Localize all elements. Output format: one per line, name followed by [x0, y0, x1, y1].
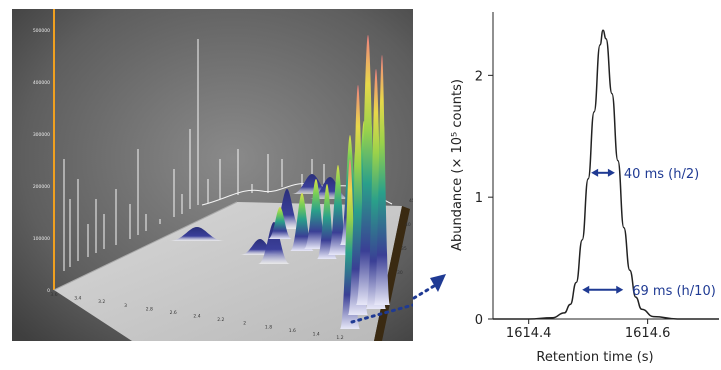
x-axis-ticks: 3.6 3.4 3.2 3 2.8 2.6 2.4 2.2 2 1.8 1.6 1.4 1.2 — [50, 292, 343, 341]
x-axis-label: Retention time (s) — [536, 350, 653, 365]
width-annotation: 69 ms (h/10) — [582, 284, 716, 299]
x-tick-label: 2 — [243, 321, 246, 327]
x-tick-label: 3.6 — [50, 292, 57, 298]
width-annotation: 40 ms (h/2) — [591, 167, 699, 182]
y-tick-label: 300000 — [33, 132, 50, 138]
surface-peak — [169, 227, 225, 241]
white-baseline-curve — [201, 183, 393, 206]
x-tick-label: 3.2 — [98, 299, 105, 305]
y-axis-label: Abundance (× 10⁵ counts) — [450, 79, 465, 251]
floor-left-edge — [53, 201, 238, 291]
y-tick-label: 500000 — [33, 28, 50, 34]
x-tick-label: 2.6 — [170, 310, 177, 316]
z-tick-label: 45 — [409, 198, 413, 204]
colored-peaks — [169, 35, 390, 329]
x-tick-label: 1.4 — [313, 331, 320, 337]
z-tick-label: 30 — [397, 270, 403, 276]
annotation-label: 69 ms (h/10) — [632, 284, 716, 299]
y-tick-label: 100000 — [33, 236, 50, 242]
y-tick-label: 400000 — [33, 80, 50, 86]
z-tick-label: 40 — [405, 222, 411, 228]
arrow-left-head — [591, 168, 599, 177]
annotation-label: 40 ms (h/2) — [624, 167, 699, 182]
surface-peak — [258, 222, 290, 264]
y-axis-ticks: 0 100000 200000 300000 400000 500000 — [33, 28, 50, 294]
y-tick-label: 0 — [47, 288, 50, 294]
series-line-abundance — [492, 29, 719, 320]
x-tick-label: 1614.6 — [625, 326, 671, 341]
y-tick-label: 2 — [475, 69, 483, 84]
y-tick-label: 1 — [475, 191, 483, 206]
x-tick-label: 1.2 — [336, 335, 343, 341]
y-tick-label: 200000 — [33, 184, 50, 190]
x-tick-label: 2.4 — [193, 314, 200, 320]
x-tick-label: 3.4 — [74, 296, 81, 302]
x-tick-label: 1.8 — [265, 324, 272, 330]
z-axis-ticks: 30 35 40 45 — [397, 198, 413, 276]
connector-arrow — [412, 274, 446, 300]
arrow-right-head — [607, 168, 615, 177]
x-tick-label: 2.8 — [146, 306, 153, 312]
x-tick-label: 3 — [124, 303, 127, 309]
y-tick-label: 0 — [475, 313, 483, 328]
arrow-left-head — [582, 285, 590, 294]
surface-peak — [290, 193, 314, 251]
x-tick-label: 2.2 — [217, 317, 224, 323]
z-tick-label: 35 — [401, 246, 407, 252]
arrow-right-head — [616, 285, 624, 294]
surface-peak — [374, 55, 390, 305]
surface-peak — [268, 207, 292, 239]
x-tick-label: 1614.4 — [506, 326, 552, 341]
x-tick-label: 1.6 — [289, 328, 296, 334]
